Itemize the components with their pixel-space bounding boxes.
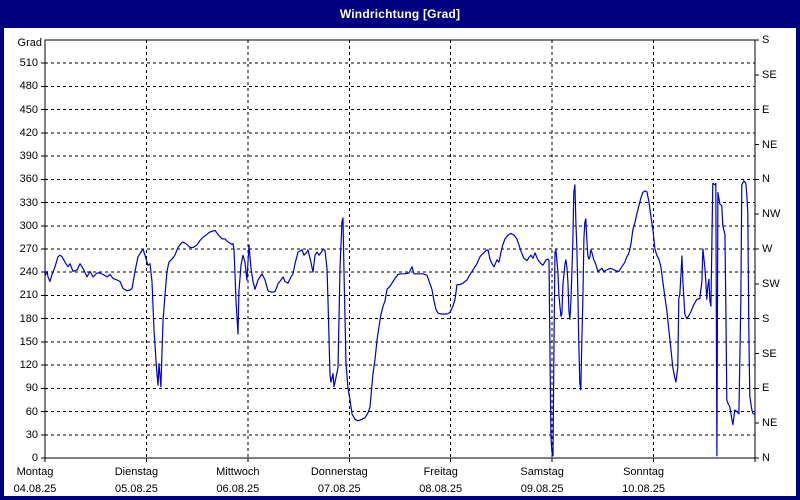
- compass-tick-label: S: [762, 312, 770, 325]
- compass-tick-label: N: [762, 173, 770, 186]
- y-axis-tick-label: 510: [19, 57, 38, 70]
- x-axis-day-label: Freitag: [423, 466, 458, 478]
- x-axis-day-label: Mittwoch: [216, 466, 260, 478]
- x-axis-date-label: 04.08.25: [13, 483, 57, 495]
- compass-tick-label: W: [762, 243, 773, 255]
- x-axis-date-label: 10.08.25: [622, 483, 665, 495]
- compass-tick-label: S: [762, 34, 770, 46]
- compass-tick-label: SW: [762, 277, 780, 290]
- x-axis-day-label: Samstag: [520, 466, 564, 478]
- y-axis-tick-label: 30: [25, 428, 38, 441]
- y-axis-tick-label: 480: [19, 80, 38, 93]
- y-axis-tick-label: 390: [19, 150, 38, 163]
- y-axis-tick-label: 90: [25, 382, 38, 395]
- y-axis-tick-label: 330: [19, 196, 38, 209]
- y-axis-tick-label: 240: [19, 266, 38, 279]
- x-axis-date-label: 06.08.25: [216, 483, 260, 495]
- x-axis-day-label: Montag: [16, 466, 54, 478]
- y-axis-tick-label: 120: [19, 359, 38, 372]
- y-axis-tick-label: 180: [19, 312, 38, 325]
- compass-tick-label: NW: [762, 208, 781, 221]
- compass-tick-label: SE: [762, 347, 777, 360]
- y-axis-tick-label: 60: [25, 405, 38, 418]
- y-axis-tick-label: 150: [19, 335, 38, 348]
- y-axis-tick-label: 360: [19, 173, 38, 186]
- y-axis-tick-label: 420: [19, 126, 38, 139]
- compass-tick-label: E: [762, 103, 770, 116]
- x-axis-day-label: Dienstag: [114, 466, 159, 478]
- chart-panel: Grad 0 30 60 90 120 150 180 210 240 270 300 330 360 3…: [4, 28, 796, 496]
- y-axis-tick-label: 450: [19, 103, 38, 116]
- x-axis-date-label: 08.08.25: [419, 483, 463, 495]
- x-axis-date-label: 07.08.25: [317, 483, 361, 495]
- y-axis-tick-label: 270: [19, 243, 38, 255]
- y-axis-tick-label: 300: [19, 219, 38, 232]
- x-axis-date-label: 05.08.25: [115, 483, 158, 495]
- x-axis-date-label: 09.08.25: [520, 483, 564, 495]
- chart-title: Windrichtung [Grad]: [339, 7, 461, 21]
- y-axis-tick-label: 0: [31, 452, 38, 464]
- x-axis-day-label: Sonntag: [623, 466, 665, 478]
- compass-tick-label: E: [762, 382, 770, 395]
- compass-tick-label: N: [762, 452, 770, 464]
- compass-tick-label: SE: [762, 68, 777, 81]
- y-axis-tick-label: 210: [19, 289, 38, 302]
- x-axis-day-label: Donnerstag: [310, 466, 368, 478]
- y-axis-title: Grad: [17, 37, 42, 49]
- compass-tick-label: NE: [762, 138, 778, 151]
- compass-tick-label: NE: [762, 417, 778, 430]
- title-bar: Windrichtung [Grad]: [0, 0, 800, 28]
